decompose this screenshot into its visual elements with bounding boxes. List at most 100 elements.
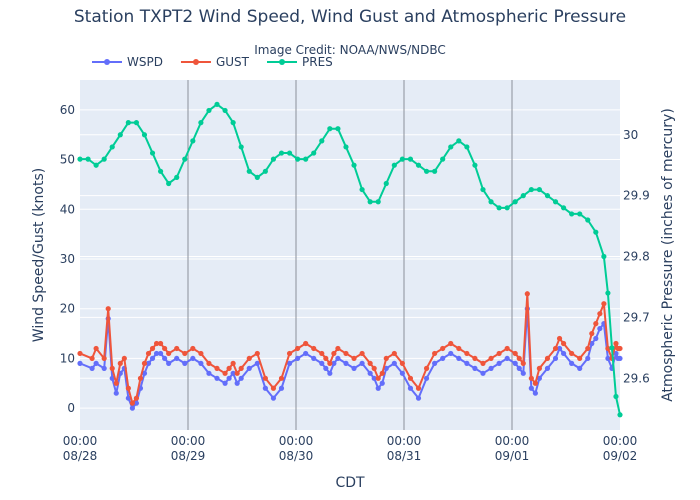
y2-axis-title: Atmospheric Pressure (inches of mercury) bbox=[660, 108, 676, 402]
data-point-wspd bbox=[407, 385, 414, 391]
data-point-gust bbox=[174, 345, 180, 352]
data-point-wspd bbox=[512, 360, 518, 366]
data-point-wspd bbox=[246, 365, 252, 371]
data-point-wspd bbox=[335, 355, 341, 362]
data-point-gust bbox=[407, 375, 414, 381]
data-point-gust bbox=[605, 345, 611, 352]
data-point-gust bbox=[448, 340, 454, 347]
data-point-pres bbox=[286, 150, 293, 156]
data-point-pres bbox=[238, 144, 244, 150]
data-point-wspd bbox=[351, 365, 357, 371]
data-point-wspd bbox=[440, 355, 446, 362]
data-point-pres bbox=[182, 156, 188, 162]
data-point-wspd bbox=[262, 385, 268, 391]
data-point-pres bbox=[456, 138, 462, 144]
data-point-wspd bbox=[375, 385, 381, 391]
data-point-pres bbox=[432, 168, 438, 174]
data-point-pres bbox=[528, 186, 534, 193]
data-point-wspd bbox=[129, 405, 135, 411]
data-point-gust bbox=[601, 301, 607, 307]
data-point-pres bbox=[423, 168, 430, 174]
data-point-gust bbox=[270, 385, 277, 391]
data-point-pres bbox=[174, 174, 180, 180]
data-point-pres bbox=[141, 132, 148, 138]
data-point-wspd bbox=[149, 355, 156, 362]
data-point-gust bbox=[234, 370, 240, 376]
data-point-gust bbox=[137, 375, 144, 381]
data-point-gust bbox=[278, 375, 285, 381]
data-point-wspd bbox=[399, 370, 405, 376]
data-point-wspd bbox=[585, 355, 591, 362]
data-point-gust bbox=[101, 355, 107, 362]
data-point-pres bbox=[246, 168, 252, 174]
data-point-gust bbox=[311, 345, 317, 352]
y2-tick-label: 29.9 bbox=[623, 189, 650, 203]
data-point-gust bbox=[77, 350, 83, 357]
data-point-gust bbox=[121, 355, 127, 362]
data-point-wspd bbox=[432, 360, 438, 366]
data-point-pres bbox=[343, 144, 349, 150]
data-point-pres bbox=[609, 345, 615, 351]
data-point-pres bbox=[544, 193, 551, 199]
legend-marker bbox=[104, 59, 110, 65]
data-point-pres bbox=[448, 144, 454, 150]
data-point-wspd bbox=[544, 365, 551, 371]
data-point-wspd bbox=[153, 350, 160, 357]
data-point-gust bbox=[113, 380, 119, 386]
x-tick-time: 00:00 bbox=[171, 434, 206, 448]
data-point-wspd bbox=[488, 365, 494, 371]
x-tick-time: 00:00 bbox=[63, 434, 98, 448]
axis-layer: 010203040506029.629.729.829.93000:0008/2… bbox=[60, 103, 650, 463]
data-point-wspd bbox=[162, 355, 168, 362]
data-point-gust bbox=[528, 375, 534, 381]
data-point-wspd bbox=[226, 375, 232, 381]
data-point-gust bbox=[166, 350, 172, 357]
data-point-pres bbox=[166, 180, 172, 187]
data-point-pres bbox=[496, 205, 502, 211]
data-point-pres bbox=[77, 156, 83, 162]
data-point-pres bbox=[101, 156, 107, 162]
data-point-gust bbox=[117, 360, 123, 366]
legend-label: GUST bbox=[216, 55, 250, 69]
y-tick-label: 30 bbox=[60, 252, 75, 266]
data-point-gust bbox=[480, 360, 486, 366]
data-point-wspd bbox=[605, 355, 611, 362]
data-point-gust bbox=[577, 355, 583, 362]
data-point-gust bbox=[89, 355, 95, 362]
data-point-gust bbox=[351, 355, 357, 362]
data-point-wspd bbox=[101, 365, 107, 371]
data-point-pres bbox=[569, 211, 575, 217]
legend-label: PRES bbox=[302, 55, 333, 69]
data-point-pres bbox=[295, 156, 301, 162]
legend-item-pres[interactable]: PRES bbox=[267, 55, 333, 69]
series-wspd bbox=[77, 306, 623, 411]
data-point-wspd bbox=[113, 390, 119, 396]
data-point-pres bbox=[149, 150, 156, 156]
legend-item-wspd[interactable]: WSPD bbox=[92, 55, 163, 69]
data-point-wspd bbox=[222, 380, 228, 386]
data-point-wspd bbox=[77, 360, 83, 366]
data-point-pres bbox=[585, 217, 591, 223]
data-point-wspd bbox=[190, 355, 196, 362]
data-point-wspd bbox=[371, 375, 377, 381]
data-point-gust bbox=[432, 350, 438, 357]
data-point-pres bbox=[133, 120, 140, 126]
data-point-gust bbox=[589, 330, 595, 337]
data-point-gust bbox=[254, 350, 260, 357]
data-point-pres bbox=[512, 199, 518, 205]
data-point-wspd bbox=[327, 370, 333, 376]
data-point-gust bbox=[303, 340, 309, 347]
data-point-wspd bbox=[174, 355, 180, 362]
data-point-gust bbox=[464, 350, 470, 357]
data-point-wspd bbox=[516, 365, 522, 371]
data-point-wspd bbox=[166, 360, 172, 366]
data-point-gust bbox=[153, 340, 160, 347]
data-point-wspd bbox=[89, 365, 95, 371]
data-point-wspd bbox=[480, 370, 486, 376]
data-point-gust bbox=[190, 345, 196, 352]
data-point-gust bbox=[141, 360, 148, 366]
data-point-pres bbox=[488, 199, 494, 205]
legend-item-gust[interactable]: GUST bbox=[180, 55, 250, 69]
data-point-pres bbox=[198, 120, 204, 126]
